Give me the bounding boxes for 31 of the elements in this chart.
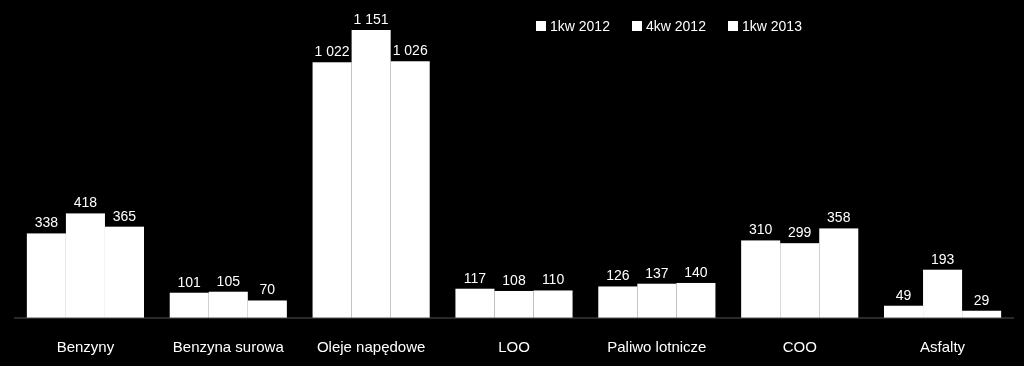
x-tick-label: Paliwo lotnicze <box>607 338 707 355</box>
data-label: 126 <box>606 267 630 284</box>
data-label: 1 022 <box>314 43 350 60</box>
data-label: 49 <box>895 286 912 303</box>
legend-label: 4kw 2012 <box>646 18 707 34</box>
data-label: 140 <box>684 263 708 280</box>
data-label: 338 <box>34 214 59 231</box>
data-label: 110 <box>541 271 565 288</box>
data-label: 193 <box>930 250 955 267</box>
x-tick-label: Benzyny <box>56 338 115 355</box>
data-label: 117 <box>463 269 487 286</box>
x-tick-label: Benzyna surowa <box>172 338 285 355</box>
data-label: 137 <box>645 264 669 281</box>
data-label: 310 <box>748 221 773 238</box>
data-label: 108 <box>502 271 526 288</box>
x-tick-label: LOO <box>498 338 530 355</box>
data-label: 1 026 <box>392 42 428 59</box>
legend-label: 1kw 2013 <box>742 18 803 34</box>
data-label: 101 <box>177 273 202 290</box>
data-label: 358 <box>827 209 851 226</box>
x-tick-label: COO <box>782 338 817 355</box>
data-label: 365 <box>112 207 137 224</box>
data-label: 299 <box>788 224 812 241</box>
data-label: 1 151 <box>353 11 389 27</box>
legend-label: 1kw 2012 <box>550 18 611 34</box>
data-label: 105 <box>216 272 241 289</box>
data-label: 70 <box>259 281 276 298</box>
data-label: 29 <box>973 291 990 308</box>
x-tick-label: Oleje napędowe <box>316 338 426 355</box>
x-tick-label: Asfalty <box>920 338 966 355</box>
data-label: 418 <box>73 194 98 211</box>
